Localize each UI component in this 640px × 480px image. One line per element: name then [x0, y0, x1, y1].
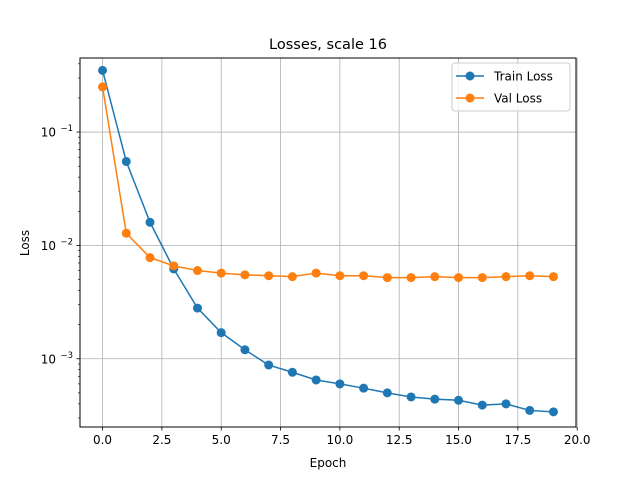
data-point — [548, 272, 558, 282]
y-axis: 10 −3 10 −2 10 −1 — [41, 63, 80, 419]
plot-area — [80, 58, 576, 427]
data-point — [311, 268, 321, 278]
y-tick-exponent: −1 — [60, 124, 73, 134]
x-tick-label: 10.0 — [327, 433, 354, 447]
data-point — [548, 407, 558, 417]
data-point — [98, 65, 108, 75]
data-point — [430, 272, 440, 282]
data-point — [501, 272, 511, 282]
data-point — [192, 303, 202, 313]
data-point — [216, 328, 226, 338]
plot-frame — [79, 57, 577, 428]
data-point — [192, 266, 202, 276]
series-layer — [98, 65, 558, 417]
y-tick-base: 10 — [41, 239, 56, 253]
data-point — [525, 405, 535, 415]
data-point — [240, 345, 250, 355]
legend-label: Val Loss — [494, 92, 542, 106]
data-point — [169, 261, 179, 271]
data-point — [477, 273, 487, 283]
data-point — [359, 271, 369, 281]
x-tick-label: 20.0 — [564, 433, 591, 447]
data-point — [382, 388, 392, 398]
legend-box — [451, 62, 571, 112]
y-tick-label: 10 −3 — [41, 351, 73, 367]
x-tick-label: 17.5 — [504, 433, 531, 447]
x-tick-label: 2.5 — [152, 433, 171, 447]
data-point — [406, 392, 416, 402]
x-tick-label: 0.0 — [93, 433, 112, 447]
data-point — [145, 217, 155, 227]
data-point — [525, 271, 535, 281]
data-point — [287, 272, 297, 282]
chart-title: Losses, scale 16 — [269, 37, 387, 53]
data-point — [121, 156, 131, 166]
data-point — [335, 379, 345, 389]
data-point — [382, 273, 392, 283]
grid-lines — [80, 58, 578, 427]
data-point — [406, 273, 416, 283]
data-point — [454, 273, 464, 283]
x-axis: 0.0 2.5 5.0 7.5 10.0 12.5 15.0 17.5 20.0 — [93, 427, 591, 447]
data-point — [145, 253, 155, 263]
x-tick-label: 15.0 — [445, 433, 472, 447]
x-tick-label: 5.0 — [212, 433, 231, 447]
data-point — [264, 271, 274, 281]
x-tick-label: 7.5 — [271, 433, 290, 447]
y-tick-base: 10 — [41, 126, 56, 140]
y-tick-label: 10 −1 — [41, 124, 73, 140]
data-point — [311, 375, 321, 385]
y-axis-label: Loss — [18, 230, 32, 256]
data-point — [477, 400, 487, 410]
data-point — [359, 383, 369, 393]
data-point — [287, 367, 297, 377]
data-point — [454, 395, 464, 405]
data-point — [335, 271, 345, 281]
data-point — [240, 270, 250, 280]
data-point — [98, 82, 108, 92]
y-tick-base: 10 — [41, 352, 56, 366]
legend-marker — [465, 71, 475, 81]
data-point — [216, 268, 226, 278]
y-tick-label: 10 −2 — [41, 237, 73, 253]
data-point — [121, 228, 131, 238]
legend: Train Loss Val Loss — [451, 62, 571, 112]
x-axis-label: Epoch — [310, 456, 347, 470]
legend-marker — [465, 93, 475, 103]
y-tick-exponent: −3 — [60, 351, 73, 361]
y-tick-exponent: −2 — [60, 237, 73, 247]
legend-label: Train Loss — [493, 70, 553, 84]
x-tick-label: 12.5 — [386, 433, 413, 447]
data-point — [264, 360, 274, 370]
data-point — [430, 394, 440, 404]
data-point — [501, 399, 511, 409]
